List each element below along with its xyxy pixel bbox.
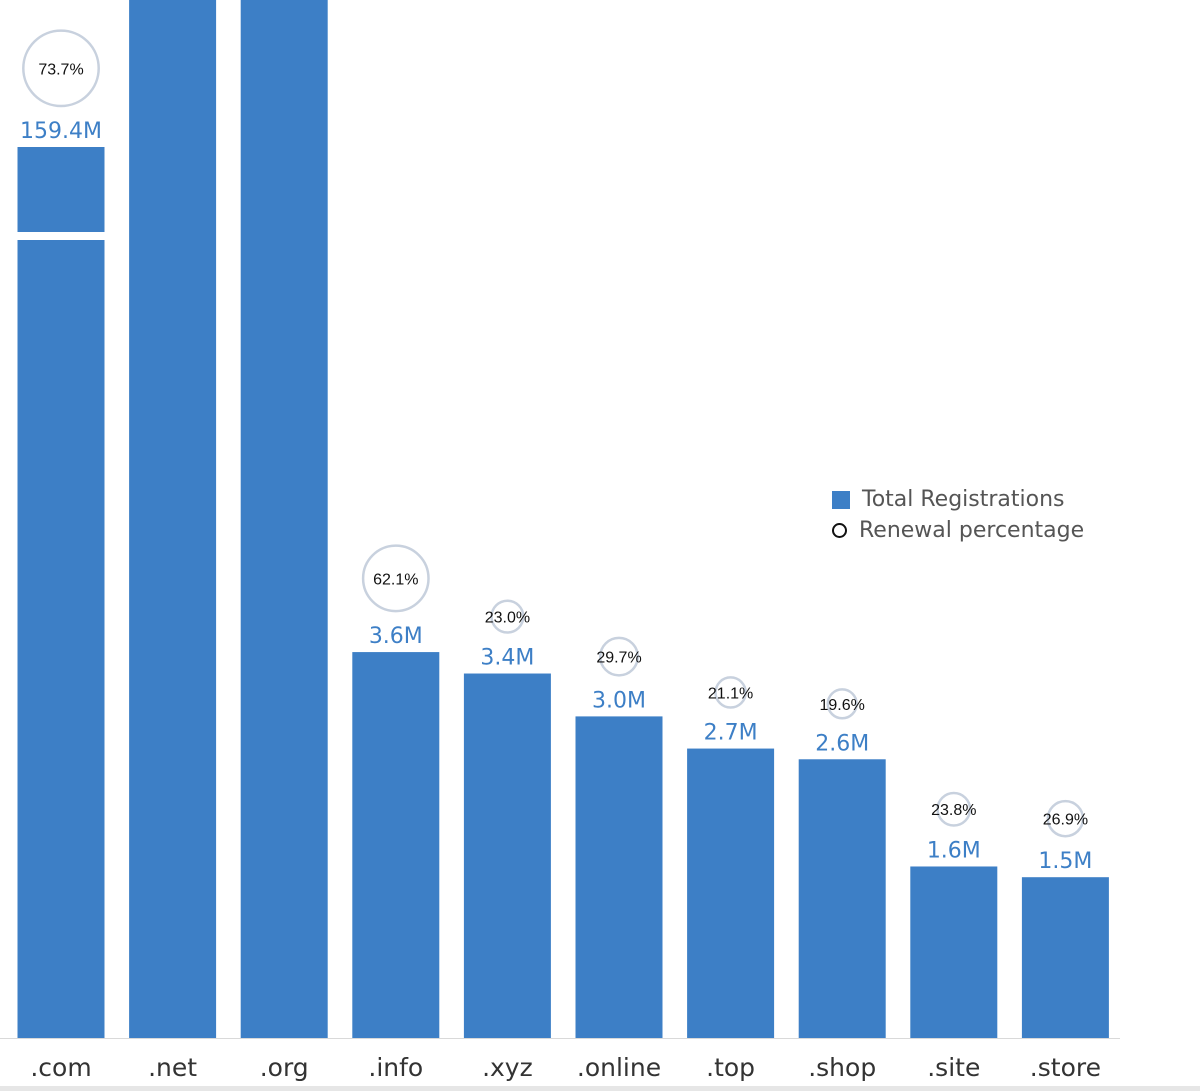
category-label: .online — [577, 1053, 661, 1082]
renewal-circle — [598, 636, 640, 677]
bar-value-label: 3.0M — [592, 688, 646, 713]
bar — [240, 0, 328, 1039]
category-label: .site — [927, 1053, 980, 1082]
bar-break-segment — [17, 147, 105, 232]
category-label: .net — [148, 1053, 197, 1082]
renewal-label: 21.1% — [708, 685, 753, 702]
renewal-circle — [490, 599, 525, 634]
renewal-label: 62.1% — [373, 571, 418, 588]
bar — [17, 240, 105, 1038]
bar — [687, 748, 775, 1038]
bar-value-label: 3.4M — [480, 646, 534, 671]
category-label: .shop — [808, 1053, 876, 1082]
renewal-circle — [714, 676, 747, 709]
category-label: .info — [368, 1053, 423, 1082]
renewal-label: 26.9% — [1043, 812, 1088, 829]
renewal-label: 23.0% — [485, 610, 530, 627]
legend-label: Total Registrations — [862, 487, 1065, 512]
renewal-label: 23.8% — [931, 802, 976, 819]
legend-item-total-registrations: Total Registrations — [832, 484, 1084, 515]
legend: Total Registrations Renewal percentage — [832, 484, 1084, 546]
bar-value-label: 1.6M — [927, 838, 981, 863]
renewal-circle — [361, 544, 430, 613]
renewal-label: 29.7% — [596, 650, 641, 667]
legend-item-renewal-percentage: Renewal percentage — [832, 515, 1084, 546]
renewal-circle — [936, 791, 972, 827]
bar-value-label: 2.7M — [704, 721, 758, 746]
bar — [798, 759, 886, 1038]
bar — [129, 0, 217, 1039]
bar — [352, 652, 440, 1038]
bar-value-label: 2.6M — [815, 731, 869, 756]
bar — [575, 716, 663, 1038]
renewal-label: 73.7% — [38, 61, 83, 78]
bottom-strip — [0, 1086, 1200, 1091]
renewal-label: 19.6% — [820, 697, 865, 714]
legend-square-icon — [832, 490, 850, 509]
legend-label: Renewal percentage — [859, 518, 1085, 543]
legend-circle-icon — [832, 523, 847, 538]
renewal-circle — [22, 29, 100, 108]
bar — [910, 866, 998, 1038]
renewal-circle — [826, 688, 858, 720]
category-label: .com — [30, 1053, 91, 1082]
bar — [463, 673, 551, 1038]
renewal-circle — [1046, 799, 1085, 838]
category-label: .org — [260, 1053, 309, 1082]
category-label: .xyz — [482, 1053, 533, 1082]
bar-value-label: 1.5M — [1038, 849, 1092, 874]
bar — [1021, 877, 1109, 1038]
bar-value-label: 3.6M — [369, 624, 423, 649]
category-label: .top — [706, 1053, 755, 1082]
category-label: .store — [1030, 1053, 1101, 1082]
bar-value-label: 159.4M — [20, 119, 102, 144]
